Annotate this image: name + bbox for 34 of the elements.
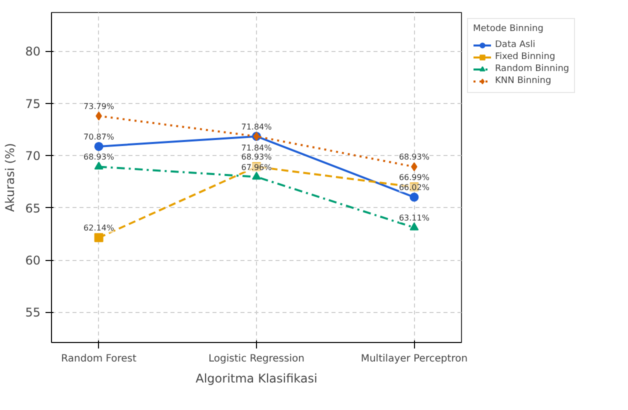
data-label: 67.96% [241,162,272,172]
data-label: 68.93% [241,152,272,162]
data-label: 73.79% [84,102,114,111]
legend-label: KNN Binning [495,76,552,86]
data-label: 62.14% [84,224,114,233]
point [94,162,104,170]
point [94,142,104,151]
data-label: 66.99% [398,173,430,182]
data-label: 68.93% [84,152,114,162]
point [94,233,104,242]
y-tick-label: 60 [25,254,41,268]
y-tick-label: 80 [25,44,41,59]
data-label: 71.84% [241,143,272,152]
x-tick-label: Multilayer Perceptron [360,354,468,364]
x-axis-title: Algoritma Klasifikasi [196,372,318,386]
data-label: 71.84% [241,122,272,132]
point [410,192,419,202]
legend-label: Fixed Binning [495,52,556,62]
y-axis-title: Akurasi (%) [3,143,18,212]
data-label: 63.11% [398,214,430,223]
y-tick-label: 70 [25,149,41,164]
y-tick-label: 75 [25,96,41,111]
y-tick-label: 55 [25,306,41,320]
data-label: 70.87% [84,132,114,142]
legend-label: Random Binning [495,64,570,74]
legend-title: Metode Binning [473,24,544,34]
y-tick-label: 65 [25,201,41,216]
x-tick-label: Random Forest [61,354,137,364]
point [252,172,261,180]
x-tick-label: Logistic Regression [208,354,304,364]
point [410,222,419,230]
data-label: 68.93% [398,152,430,162]
legend-label: Data Asli [495,40,536,50]
data-label: 66.02% [398,183,430,192]
